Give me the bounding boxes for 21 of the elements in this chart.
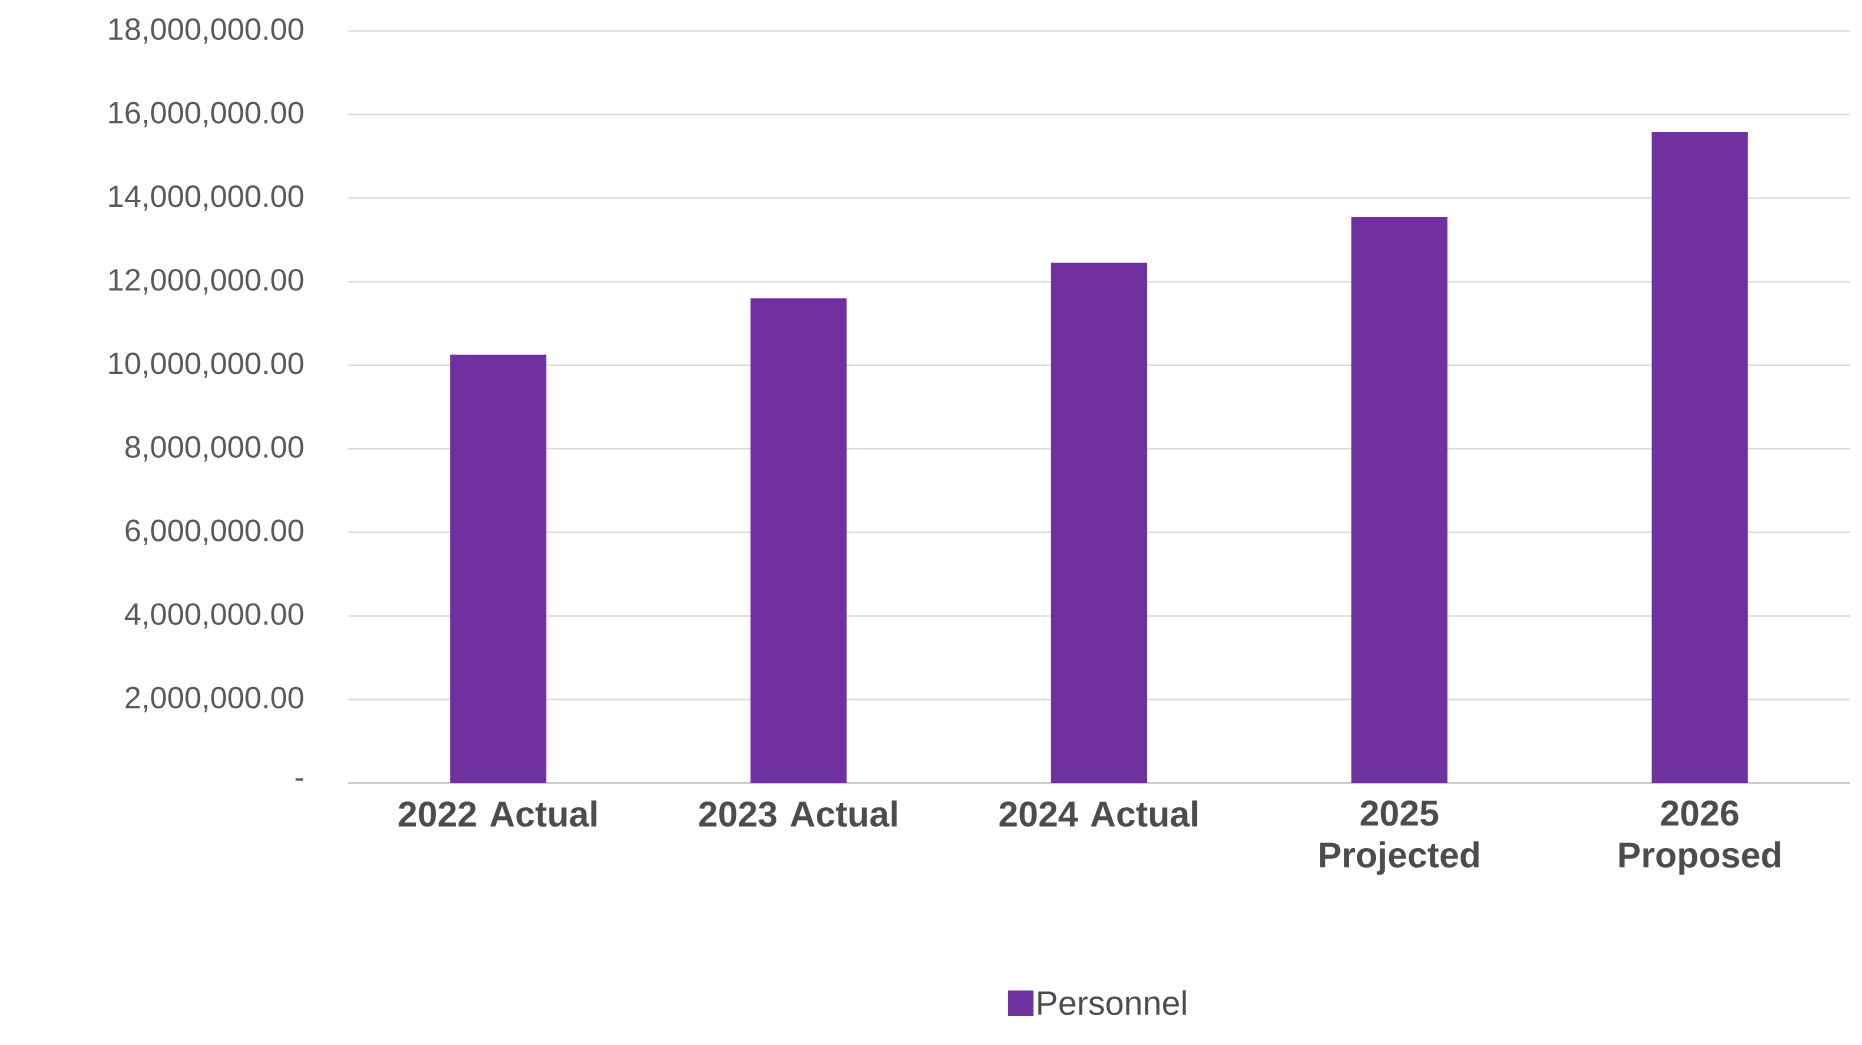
y-tick-label: 4,000,000.00 <box>124 603 304 629</box>
y-tick-label: 2,000,000.00 <box>125 686 304 713</box>
x-tick-label: 2022 Actual <box>398 800 597 827</box>
y-tick-label: 6,000,000.00 <box>125 519 304 546</box>
bar <box>1651 132 1748 783</box>
y-tick-label: - <box>295 778 304 781</box>
y-tick-label: 16,000,000.00 <box>109 101 304 128</box>
x-tick-label: 2026 Proposed <box>1619 800 1781 875</box>
y-tick-label: 14,000,000.00 <box>109 185 304 211</box>
y-tick-label: 10,000,000.00 <box>109 352 304 378</box>
y-tick-label: 18,000,000.00 <box>109 18 304 44</box>
bar <box>1050 262 1148 783</box>
bar <box>1351 216 1448 783</box>
x-tick-label: 2023 Actual <box>699 800 897 827</box>
bar <box>450 354 547 783</box>
bar <box>750 298 847 783</box>
y-tick-label: 8,000,000.00 <box>125 436 304 462</box>
x-tick-label: 2024 Actual <box>999 800 1198 827</box>
y-tick-label: 12,000,000.00 <box>109 268 304 295</box>
x-tick-label: 2025 Projected <box>1320 800 1479 875</box>
legend-label: Personnel <box>1038 990 1186 1016</box>
